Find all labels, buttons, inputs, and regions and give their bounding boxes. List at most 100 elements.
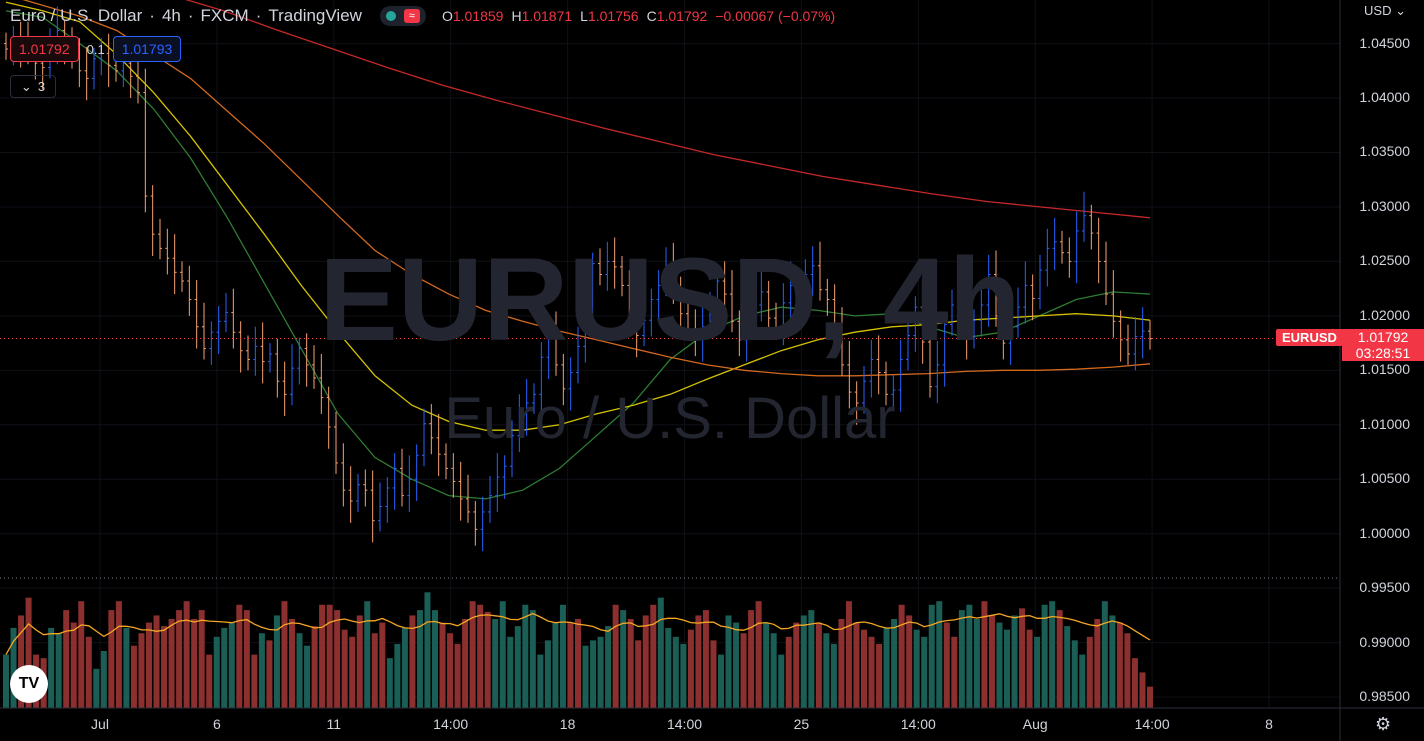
candle [546,315,551,380]
volume-bar [883,627,890,708]
candle [854,381,859,425]
candle [796,274,800,303]
candle [231,288,236,349]
separator: · [187,6,194,25]
candle [737,310,742,357]
indicators-count: 3 [37,79,46,94]
tradingview-logo-icon[interactable]: TV [10,665,48,703]
volume-bar [1094,619,1101,708]
volume-bar [1116,622,1123,708]
candle [876,335,881,395]
interval[interactable]: 4h [161,6,181,25]
open-value: 1.01859 [452,8,504,24]
volume-bar [981,601,988,708]
current-price-box: 1.01792 03:28:51 [1342,328,1424,361]
candle [444,443,448,480]
candle [744,311,749,362]
volume-bar [958,610,965,708]
volume-bar [183,601,190,708]
candle [466,474,470,523]
volume-bar [213,636,220,708]
market-status[interactable]: ≈ [379,6,426,26]
candle [1133,316,1138,371]
candle [700,302,705,362]
volume-bar [793,622,800,708]
time-tick-label: 14:00 [666,716,703,732]
volume-bar [861,629,867,708]
high-label: H [511,8,522,24]
volume-bar [85,636,92,708]
currency-selector[interactable]: USD ⌄ [1364,3,1406,19]
price-tick-label: 1.03500 [1359,143,1410,160]
volume-bar [371,633,378,708]
chevron-down-icon: ⌄ [20,78,32,94]
candle [524,379,529,436]
candle [1030,274,1035,321]
volume-bar [304,645,311,708]
candle [1001,304,1006,360]
volume-bar [168,619,175,708]
volume-bar [191,619,198,708]
candle [1096,217,1101,284]
candle [187,265,192,316]
candle [158,218,162,260]
volume-bar [845,601,852,708]
candle [532,383,536,414]
volume-bar [785,636,792,708]
volume-bar [492,619,499,708]
volume-bar [251,654,258,708]
volume-bar [63,610,70,708]
symbol-name[interactable]: Euro / U.S. Dollar [10,6,143,25]
volume-bar [642,615,649,708]
volume-bar [1041,604,1048,708]
candle [436,413,441,476]
volume-bar [176,610,183,708]
candle [180,261,184,292]
volume-bar [55,633,62,708]
candle [422,408,426,467]
time-tick-label: 18 [559,716,576,732]
candle [972,309,976,349]
volume-bars [3,592,1153,708]
candle [312,345,316,389]
volume-bar [334,610,341,708]
volume-bar [748,610,755,708]
time-tick-label: Jul [91,716,109,732]
candle [209,321,214,365]
volume-bar [1049,601,1056,708]
candle [803,259,808,309]
volume-bar [432,610,438,708]
candle [1104,241,1108,305]
candle [136,56,140,104]
candle [224,293,228,333]
volume-bar [537,654,544,708]
candle [150,185,155,256]
market-open-icon [385,11,396,21]
volume-bar [1004,629,1010,708]
volume-bar [710,640,717,708]
volume-bar [281,601,288,708]
buy-price-button[interactable]: 1.01793 [112,36,182,62]
candle [928,322,932,398]
candle [862,365,866,414]
volume-bar [386,658,393,708]
time-tick-label: 14:00 [1134,716,1170,732]
indicators-toggle[interactable]: ⌄ 3 [10,75,56,98]
candle [590,252,595,327]
volume-bar [236,604,243,708]
sell-price-button[interactable]: 1.01792 [10,36,79,62]
volume-bar [672,636,679,708]
candle [253,326,258,376]
gear-icon[interactable]: ⚙ [1375,714,1392,734]
candle [994,250,998,327]
volume-bar [100,651,107,708]
candle [1140,307,1145,359]
candle [708,291,712,338]
candle [458,461,463,521]
candle [356,473,360,512]
candle [407,455,412,512]
volume-bar [605,626,612,708]
low-label: L [580,8,588,24]
volume-bar [770,633,777,708]
